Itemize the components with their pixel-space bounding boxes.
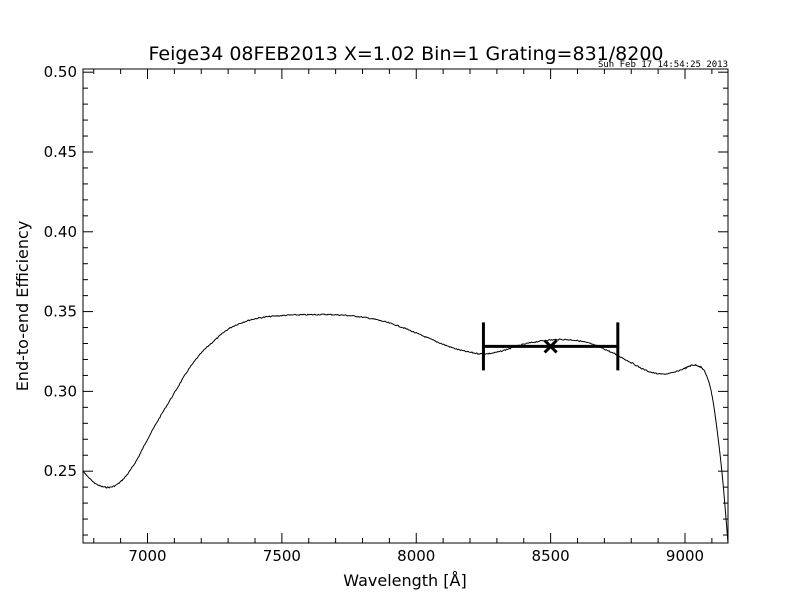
y-tick-label: 0.30 (44, 382, 77, 400)
timestamp: Sun Feb 17 14:54:25 2013 (598, 60, 728, 70)
y-tick-label: 0.35 (44, 303, 77, 321)
y-tick-label: 0.25 (44, 462, 77, 480)
axis-ticks (83, 69, 728, 543)
tick-labels: 7000 7500 8000 8500 9000 0.25 0.30 0.35 0.40 0.45… (44, 63, 705, 565)
plot-frame (82, 68, 729, 544)
x-axis-label: Wavelength [Å] (343, 571, 466, 590)
chart-title: Feige34 08FEB2013 X=1.02 Bin=1 Grating=8… (149, 43, 664, 65)
x-tick-label: 8500 (532, 547, 570, 565)
y-tick-label: 0.50 (44, 63, 77, 81)
efficiency-curve (82, 313, 729, 544)
y-tick-label: 0.45 (44, 143, 77, 161)
x-tick-label: 8000 (397, 547, 435, 565)
mean-range-marker (481, 322, 620, 371)
y-axis-label: End-to-end Efficiency (13, 221, 32, 392)
x-tick-label: 9000 (666, 547, 704, 565)
x-tick-label: 7000 (128, 547, 166, 565)
y-tick-label: 0.40 (44, 223, 77, 241)
x-tick-label: 7500 (263, 547, 301, 565)
mean-marker-stroke-b (543, 339, 558, 354)
